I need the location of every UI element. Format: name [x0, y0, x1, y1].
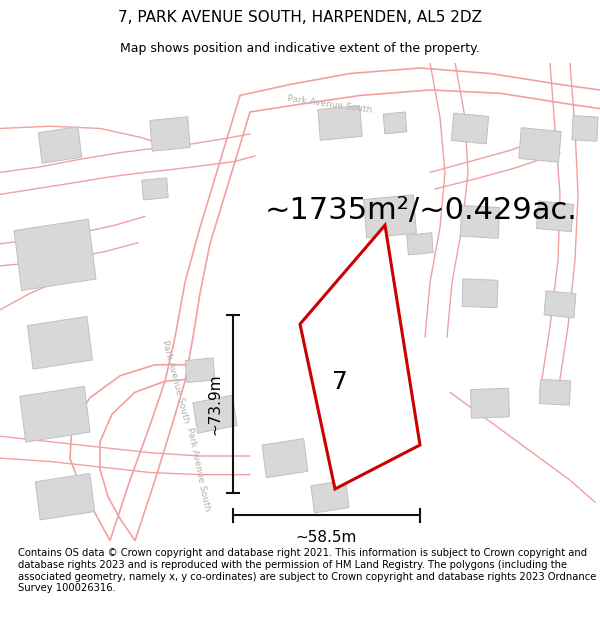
Polygon shape — [14, 219, 96, 291]
Polygon shape — [460, 206, 500, 238]
Text: ~58.5m: ~58.5m — [296, 530, 357, 545]
Text: Park Avenue South: Park Avenue South — [287, 94, 373, 114]
Polygon shape — [142, 178, 168, 200]
Text: Park Avenue South: Park Avenue South — [185, 426, 211, 512]
Text: Contains OS data © Crown copyright and database right 2021. This information is : Contains OS data © Crown copyright and d… — [18, 548, 596, 593]
Polygon shape — [38, 127, 82, 163]
Polygon shape — [193, 395, 237, 433]
Polygon shape — [262, 439, 308, 478]
Polygon shape — [150, 117, 190, 151]
Text: ~73.9m: ~73.9m — [208, 374, 223, 435]
Text: ~1735m²/~0.429ac.: ~1735m²/~0.429ac. — [265, 196, 578, 226]
Polygon shape — [536, 201, 574, 232]
Polygon shape — [539, 379, 571, 405]
Polygon shape — [35, 473, 95, 520]
Polygon shape — [185, 358, 215, 382]
Polygon shape — [300, 225, 420, 489]
Polygon shape — [407, 232, 433, 255]
Polygon shape — [28, 316, 92, 369]
Polygon shape — [544, 291, 576, 318]
Polygon shape — [451, 113, 488, 144]
Polygon shape — [572, 116, 598, 141]
Text: 7: 7 — [332, 370, 348, 394]
Polygon shape — [20, 386, 90, 442]
Text: 7, PARK AVENUE SOUTH, HARPENDEN, AL5 2DZ: 7, PARK AVENUE SOUTH, HARPENDEN, AL5 2DZ — [118, 10, 482, 25]
Polygon shape — [318, 106, 362, 140]
Polygon shape — [519, 127, 561, 162]
Polygon shape — [462, 279, 498, 308]
Polygon shape — [470, 388, 509, 418]
Polygon shape — [311, 481, 349, 513]
Text: Map shows position and indicative extent of the property.: Map shows position and indicative extent… — [120, 42, 480, 55]
Text: Park Avenue South: Park Avenue South — [160, 339, 190, 424]
Polygon shape — [383, 112, 407, 134]
Polygon shape — [364, 195, 416, 238]
